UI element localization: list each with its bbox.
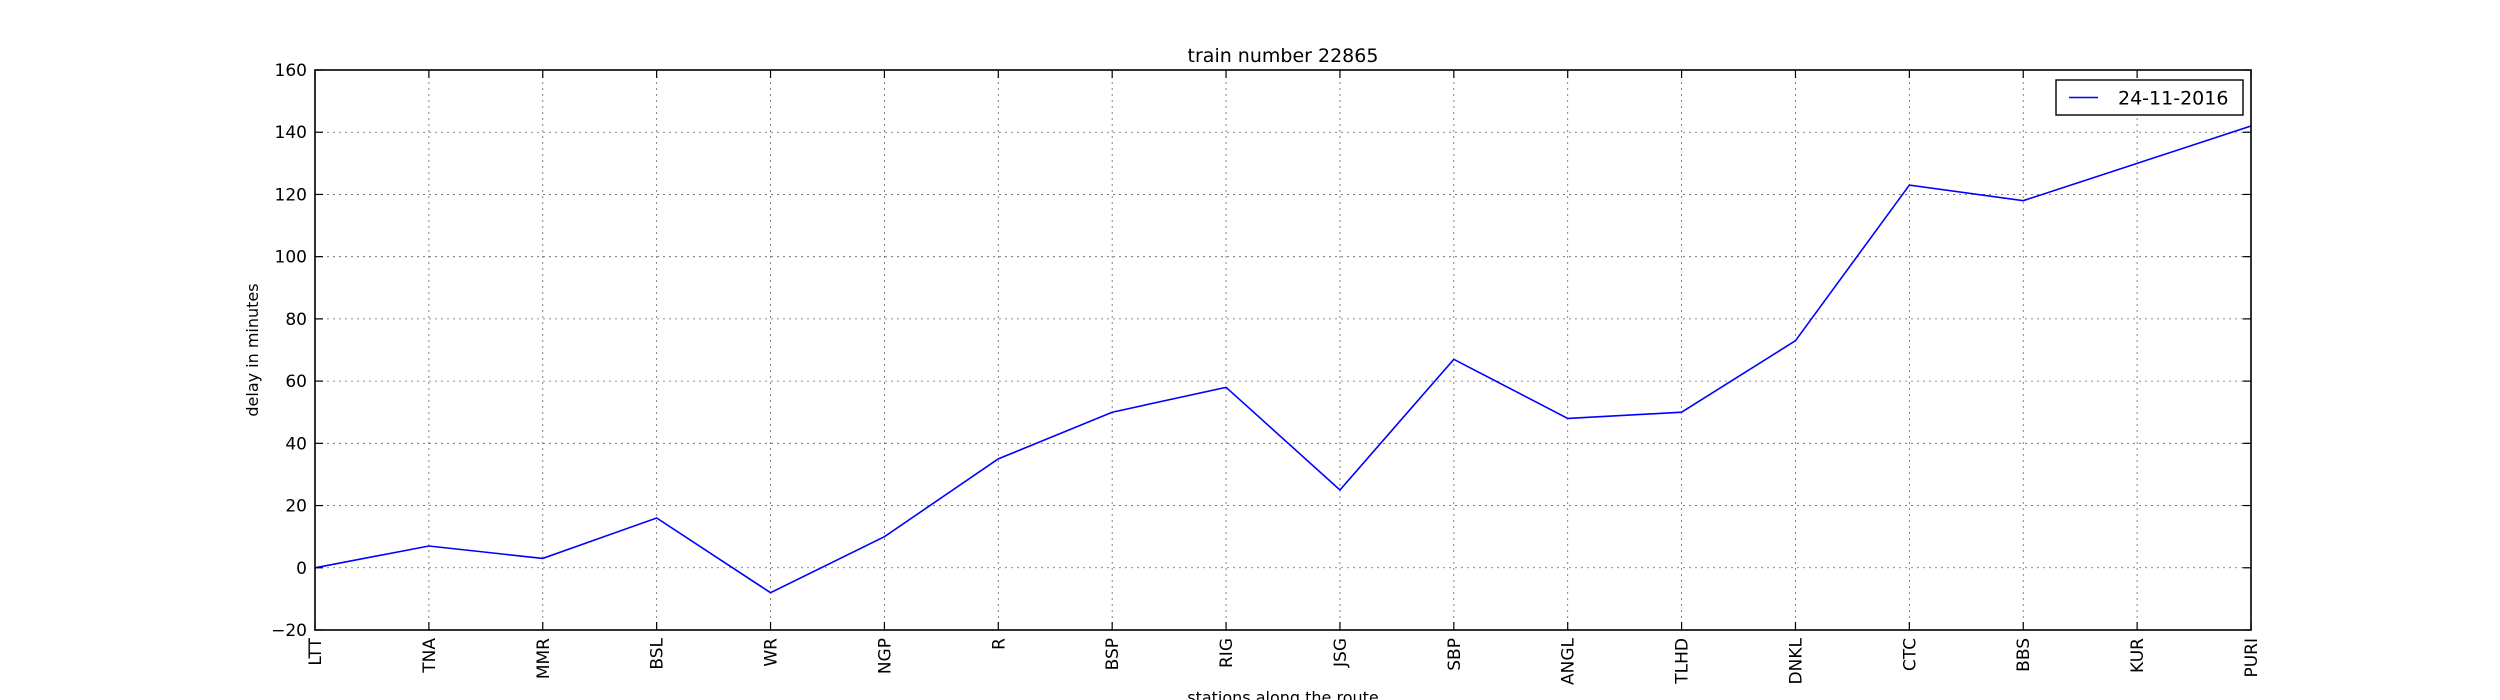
x-axis-label: stations along the route bbox=[1187, 688, 1379, 700]
legend-series-label: 24-11-2016 bbox=[2118, 88, 2228, 110]
x-tick-label: WR bbox=[762, 638, 782, 667]
y-tick-label: 40 bbox=[285, 434, 307, 454]
x-tick-label: MMR bbox=[534, 638, 554, 679]
x-tick-label: JSG bbox=[1331, 638, 1351, 668]
x-tick-label: DNKL bbox=[1786, 637, 1806, 684]
y-tick-label: 160 bbox=[275, 61, 307, 81]
grid bbox=[315, 70, 2251, 630]
x-tick-label: CTC bbox=[1900, 638, 1920, 671]
x-tick-label: SBP bbox=[1445, 638, 1465, 671]
y-tick-label: 20 bbox=[285, 497, 307, 517]
series-layer bbox=[314, 125, 2252, 594]
x-tick-label: TNA bbox=[420, 638, 440, 674]
x-tick-label: ANGL bbox=[1559, 637, 1579, 685]
y-tick-label: 140 bbox=[275, 123, 307, 143]
x-tick-label: NGP bbox=[875, 638, 895, 674]
x-tick-label: KUR bbox=[2128, 638, 2148, 673]
series-line bbox=[314, 125, 2252, 594]
x-tick-label: R bbox=[989, 638, 1009, 650]
legend: 24-11-2016 bbox=[2055, 79, 2244, 116]
y-axis-label: delay in minutes bbox=[243, 283, 262, 416]
y-tick-label: 80 bbox=[285, 310, 307, 330]
x-tick-label: BSP bbox=[1103, 638, 1123, 670]
x-tick-label: LTT bbox=[306, 637, 326, 665]
x-tick-label: BSL bbox=[648, 637, 668, 669]
x-tick-label: PURI bbox=[2242, 638, 2262, 678]
plot-frame bbox=[314, 69, 2252, 631]
axis-ticks: −20 0 20 40 60 80 100 120 140 160 LTT TNA MMR BSL WR NG… bbox=[271, 61, 2262, 685]
y-tick-label: 0 bbox=[296, 559, 307, 579]
y-tick-label: 120 bbox=[275, 185, 307, 205]
y-tick-label: 60 bbox=[285, 372, 307, 392]
x-tick-label: TLHD bbox=[1673, 638, 1693, 685]
x-tick-label: BBS bbox=[2014, 638, 2034, 672]
y-tick-label: −20 bbox=[271, 621, 307, 641]
chart-title: train number 22865 bbox=[1188, 45, 1379, 67]
x-tick-label: RIG bbox=[1217, 638, 1237, 668]
y-tick-label: 100 bbox=[275, 248, 307, 268]
